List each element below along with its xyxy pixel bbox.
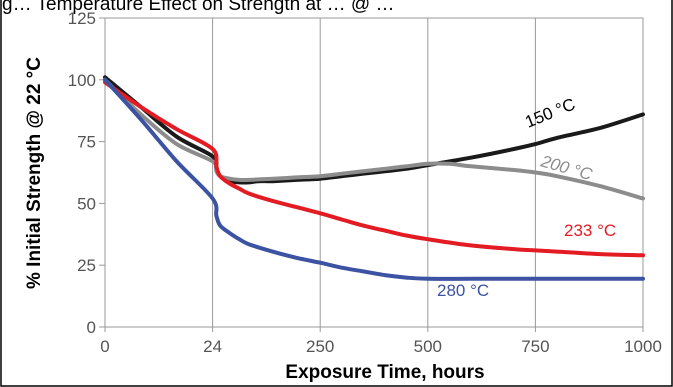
x-tick-label: 1000 [624, 337, 662, 356]
y-tick-label: 75 [77, 133, 96, 152]
x-tick-label: 750 [521, 337, 549, 356]
y-tick-label: 25 [77, 256, 96, 275]
x-tick-label: 500 [414, 337, 442, 356]
x-axis-title: Exposure Time, hours [285, 362, 484, 383]
y-tick-label: 0 [87, 318, 96, 337]
series-line-280 [103, 77, 645, 281]
x-tick-label: 250 [306, 337, 334, 356]
x-tick-label: 24 [203, 337, 222, 356]
y-tick-label: 125 [68, 9, 96, 28]
series-layer [103, 75, 645, 281]
y-axis-title: % Initial Strength @ 22 °C [24, 57, 45, 289]
y-tick-label: 100 [68, 71, 96, 90]
x-tick-label: 0 [100, 337, 109, 356]
chart-title: g… Temperature Effect on Strength at … @… [2, 0, 394, 15]
series-label: 233 °C [564, 221, 616, 240]
series-line-233 [103, 80, 645, 258]
y-tick-label: 50 [77, 194, 96, 213]
plot-frame [104, 17, 644, 328]
series-label: 280 °C [437, 281, 489, 300]
